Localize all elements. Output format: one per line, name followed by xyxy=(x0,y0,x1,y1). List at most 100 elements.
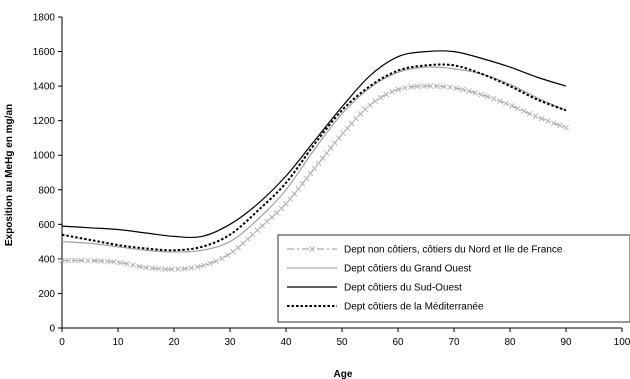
data-point-marker xyxy=(408,84,414,90)
data-point-marker xyxy=(362,106,368,113)
data-point-marker xyxy=(336,135,342,141)
x-tick-label: 80 xyxy=(504,337,516,348)
data-point-marker xyxy=(367,102,373,108)
data-point-marker xyxy=(538,115,545,122)
data-point-marker xyxy=(395,86,402,93)
data-point-marker xyxy=(327,145,334,151)
data-point-marker xyxy=(496,98,503,104)
data-point-marker xyxy=(311,165,318,172)
data-point-marker xyxy=(111,259,117,265)
y-tick-label: 200 xyxy=(38,289,55,300)
data-point-marker xyxy=(427,83,434,89)
data-point-marker xyxy=(466,88,472,94)
data-point-marker xyxy=(283,200,289,207)
data-point-marker xyxy=(273,210,280,216)
legend-item: Dept côtiers du Grand Ouest xyxy=(287,264,472,275)
data-point-marker xyxy=(319,155,326,162)
data-point-marker xyxy=(291,191,298,197)
x-tick-label: 60 xyxy=(392,337,404,348)
x-tick-label: 10 xyxy=(112,337,124,348)
series-line xyxy=(61,63,567,252)
legend-marker xyxy=(309,246,315,252)
y-tick-label: 600 xyxy=(38,220,55,231)
legend-item: Dept non côtiers, côtiers du Nord et Ile… xyxy=(287,245,563,256)
data-point-marker xyxy=(264,218,270,225)
data-point-marker xyxy=(357,111,364,117)
data-point-marker xyxy=(550,120,557,127)
x-tick-label: 20 xyxy=(168,337,180,348)
data-point-marker xyxy=(91,257,98,264)
data-point-marker xyxy=(259,222,266,229)
data-point-marker xyxy=(299,180,306,187)
x-tick-label: 0 xyxy=(59,337,65,348)
legend-label: Dept côtiers de la Méditerranée xyxy=(344,302,484,313)
series-dept-cotiers-du-grand-ouest xyxy=(61,66,567,253)
series-line xyxy=(61,66,567,253)
data-point-marker xyxy=(377,94,384,101)
data-point-marker xyxy=(207,260,213,267)
legend-label: Dept non côtiers, côtiers du Nord et Ile… xyxy=(344,245,563,256)
data-point-marker xyxy=(340,130,346,137)
x-tick-label: 30 xyxy=(224,337,236,348)
data-point-marker xyxy=(249,231,256,238)
data-point-marker xyxy=(213,258,219,264)
x-tick-label: 40 xyxy=(280,337,292,348)
y-tick-label: 800 xyxy=(38,185,55,196)
legend: Dept non côtiers, côtiers du Nord et Ile… xyxy=(277,234,630,323)
data-point-marker xyxy=(563,124,569,131)
y-tick-label: 1400 xyxy=(33,82,56,93)
data-point-marker xyxy=(194,264,201,270)
data-point-marker xyxy=(453,85,460,92)
y-tick-label: 1800 xyxy=(33,13,56,24)
data-point-marker xyxy=(175,266,182,272)
data-point-marker xyxy=(130,262,136,269)
data-point-marker xyxy=(459,86,466,93)
data-point-marker xyxy=(344,125,351,132)
series-dept-non-cotiers-cotiers-du-nord-et-ile-de-france xyxy=(59,83,569,273)
legend-label: Dept côtiers du Grand Ouest xyxy=(344,264,472,275)
legend-label: Dept côtiers du Sud-Ouest xyxy=(344,283,462,294)
y-tick-label: 400 xyxy=(38,254,55,265)
data-point-marker xyxy=(484,93,491,100)
legend-item: Dept côtiers de la Méditerranée xyxy=(287,302,484,313)
data-point-marker xyxy=(401,84,408,91)
y-tick-label: 1200 xyxy=(33,116,56,127)
data-point-marker xyxy=(104,258,111,265)
data-point-marker xyxy=(307,170,314,177)
data-point-marker xyxy=(168,266,175,273)
data-point-marker xyxy=(532,113,539,120)
x-tick-label: 70 xyxy=(448,337,460,348)
series-layer xyxy=(59,50,569,273)
data-point-marker xyxy=(472,89,479,96)
y-tick-label: 1000 xyxy=(33,151,56,162)
data-point-marker xyxy=(544,118,551,124)
data-point-marker xyxy=(72,257,78,264)
data-point-marker xyxy=(389,88,396,95)
x-tick-label: 90 xyxy=(560,337,572,348)
data-point-marker xyxy=(303,175,310,182)
data-point-marker xyxy=(520,108,527,114)
data-point-marker xyxy=(188,265,194,271)
series-dept-cotiers-du-sud-ouest xyxy=(61,50,567,239)
data-point-marker xyxy=(254,227,261,233)
data-point-marker xyxy=(78,257,85,264)
data-point-marker xyxy=(287,196,294,202)
data-point-marker xyxy=(478,91,485,98)
data-point-marker xyxy=(224,252,231,259)
data-point-marker xyxy=(434,83,440,90)
data-point-marker xyxy=(508,102,515,109)
data-point-marker xyxy=(526,110,533,117)
y-axis-title: Exposition au MeHg en mg/an xyxy=(4,104,15,246)
data-point-marker xyxy=(440,83,447,90)
data-point-marker xyxy=(149,265,156,272)
data-point-marker xyxy=(230,248,236,255)
data-point-marker xyxy=(331,140,338,146)
data-point-marker xyxy=(235,244,241,251)
data-point-marker xyxy=(421,83,427,90)
data-point-marker xyxy=(219,255,225,262)
axes xyxy=(58,16,623,332)
data-point-marker xyxy=(136,263,143,270)
data-point-marker xyxy=(295,185,302,192)
data-point-marker xyxy=(353,115,359,122)
